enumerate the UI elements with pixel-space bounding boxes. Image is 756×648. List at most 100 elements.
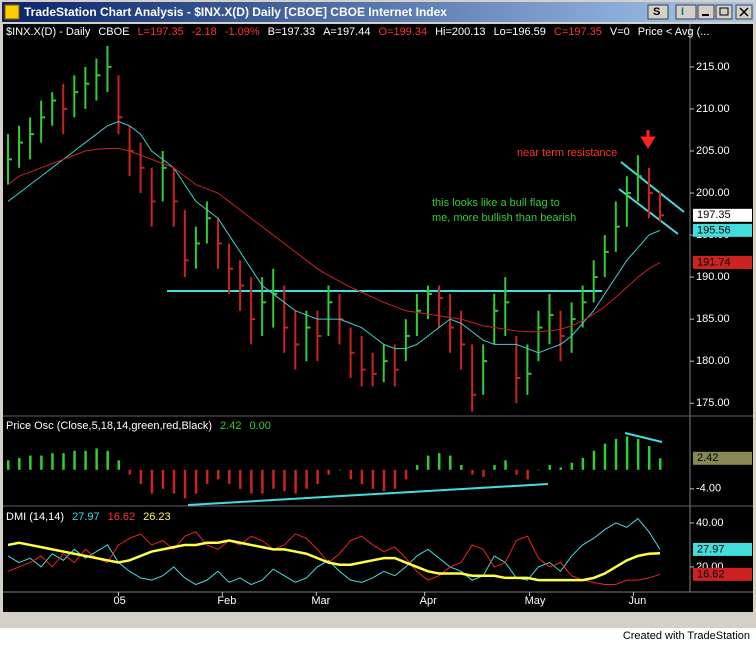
osc-bar	[493, 465, 496, 470]
osc-bar	[7, 460, 10, 470]
pane-header: $INX.X(D) - Daily CBOE L=197.35 -2.18 -1.09%…	[6, 26, 709, 38]
title-bar	[2, 2, 754, 22]
x-tick-label: Jun	[628, 595, 646, 607]
value-marker-label: 2.42	[697, 452, 718, 464]
osc-bar	[18, 457, 21, 470]
window-title: TradeStation Chart Analysis - $INX.X(D) …	[24, 5, 447, 19]
maximize-button[interactable]	[715, 4, 733, 20]
value-marker	[693, 223, 752, 237]
y-tick-label: 200.00	[696, 187, 730, 199]
indicator-button-label[interactable]: I	[681, 6, 684, 18]
pane-header: Price Osc (Close,5,18,14,green,red,Black…	[6, 420, 271, 432]
osc-bar	[294, 469, 297, 494]
osc-bar	[40, 455, 43, 470]
footer-bar	[0, 628, 756, 643]
value-marker	[693, 567, 752, 581]
maximize-icon	[719, 7, 729, 16]
osc-bar	[482, 469, 485, 477]
header-item: Hi=200.13	[435, 26, 485, 38]
header-item: Price < Avg (...	[638, 26, 710, 38]
osc-bar	[62, 453, 65, 470]
osc-bar	[614, 438, 618, 470]
symbol-button-label[interactable]: S	[653, 6, 660, 18]
value-marker	[693, 451, 752, 465]
indicator-button[interactable]	[675, 4, 697, 20]
y-tick-label: 210.00	[696, 103, 730, 115]
header-item: V=0	[610, 26, 630, 38]
osc-bar	[239, 469, 242, 489]
header-item: 16.62	[108, 511, 136, 523]
osc-bar	[393, 469, 397, 489]
osc-bar	[437, 453, 441, 470]
close-icon	[739, 7, 749, 17]
header-item: 26.23	[143, 511, 171, 523]
osc-bar	[349, 469, 353, 480]
osc-bar	[338, 469, 342, 471]
dmi-line	[7, 539, 661, 582]
footer-text: Created with TradeStation	[623, 630, 750, 642]
minimize-button[interactable]	[697, 4, 715, 20]
value-marker	[693, 208, 752, 222]
osc-bar	[515, 469, 518, 475]
y-tick-label: -4.00	[696, 483, 721, 495]
moving-average	[7, 121, 661, 354]
header-item: $INX.X(D) - Daily	[6, 26, 91, 38]
osc-bar	[537, 469, 540, 471]
annotation: me, more bullish than bearish	[432, 212, 576, 224]
osc-bar	[659, 458, 662, 470]
header-item: DMI (14,14)	[6, 511, 64, 523]
header-item: Lo=196.59	[494, 26, 546, 38]
osc-bar	[471, 469, 474, 475]
osc-bar	[360, 469, 364, 485]
osc-bar	[228, 469, 231, 485]
annotation: near term resistance	[517, 147, 617, 159]
y-tick-label: 175.00	[696, 397, 730, 409]
x-tick-label: Apr	[420, 595, 437, 607]
osc-bar	[261, 469, 264, 494]
osc-divergence-line	[187, 483, 549, 506]
header-item: A=197.44	[323, 26, 370, 38]
osc-bar	[183, 469, 187, 499]
osc-bar	[95, 448, 98, 470]
window-buttons: S I	[647, 4, 753, 20]
osc-bar	[371, 469, 375, 489]
value-marker-label: 191.74	[697, 256, 731, 268]
x-tick-label: 05	[114, 595, 126, 607]
moving-average	[7, 147, 661, 333]
osc-bar	[84, 450, 87, 470]
header-item: -1.09%	[225, 26, 260, 38]
osc-bar	[460, 465, 463, 470]
y-tick-label: 40.00	[696, 517, 724, 529]
osc-bar	[382, 469, 386, 492]
osc-bar	[150, 469, 154, 494]
osc-bar	[636, 438, 640, 470]
osc-bar	[625, 436, 629, 470]
osc-bar	[205, 469, 209, 485]
y-tick-label: 205.00	[696, 145, 730, 157]
value-marker-label: 16.62	[697, 568, 725, 580]
header-item: B=197.33	[268, 26, 315, 38]
osc-bar	[449, 455, 452, 470]
y-tick-label: 190.00	[696, 271, 730, 283]
osc-bar	[128, 469, 132, 475]
value-marker-label: 197.35	[697, 209, 731, 221]
x-tick-label: Feb	[217, 595, 236, 607]
header-item: C=197.35	[554, 26, 602, 38]
osc-bar	[526, 469, 529, 480]
osc-bar	[570, 462, 574, 470]
symbol-button[interactable]	[647, 4, 669, 20]
osc-bar	[161, 469, 165, 489]
red-arrow	[640, 130, 656, 149]
osc-bar	[139, 469, 143, 485]
osc-bar	[283, 469, 286, 492]
osc-bar	[404, 469, 408, 480]
dmi-line	[7, 531, 661, 586]
value-marker	[693, 255, 752, 269]
app-icon	[4, 4, 20, 20]
osc-bar	[316, 469, 319, 485]
osc-bar	[272, 469, 275, 489]
flag-upper-trendline	[620, 161, 685, 213]
value-marker-label: 195.56	[697, 224, 731, 236]
osc-bar	[106, 450, 109, 470]
